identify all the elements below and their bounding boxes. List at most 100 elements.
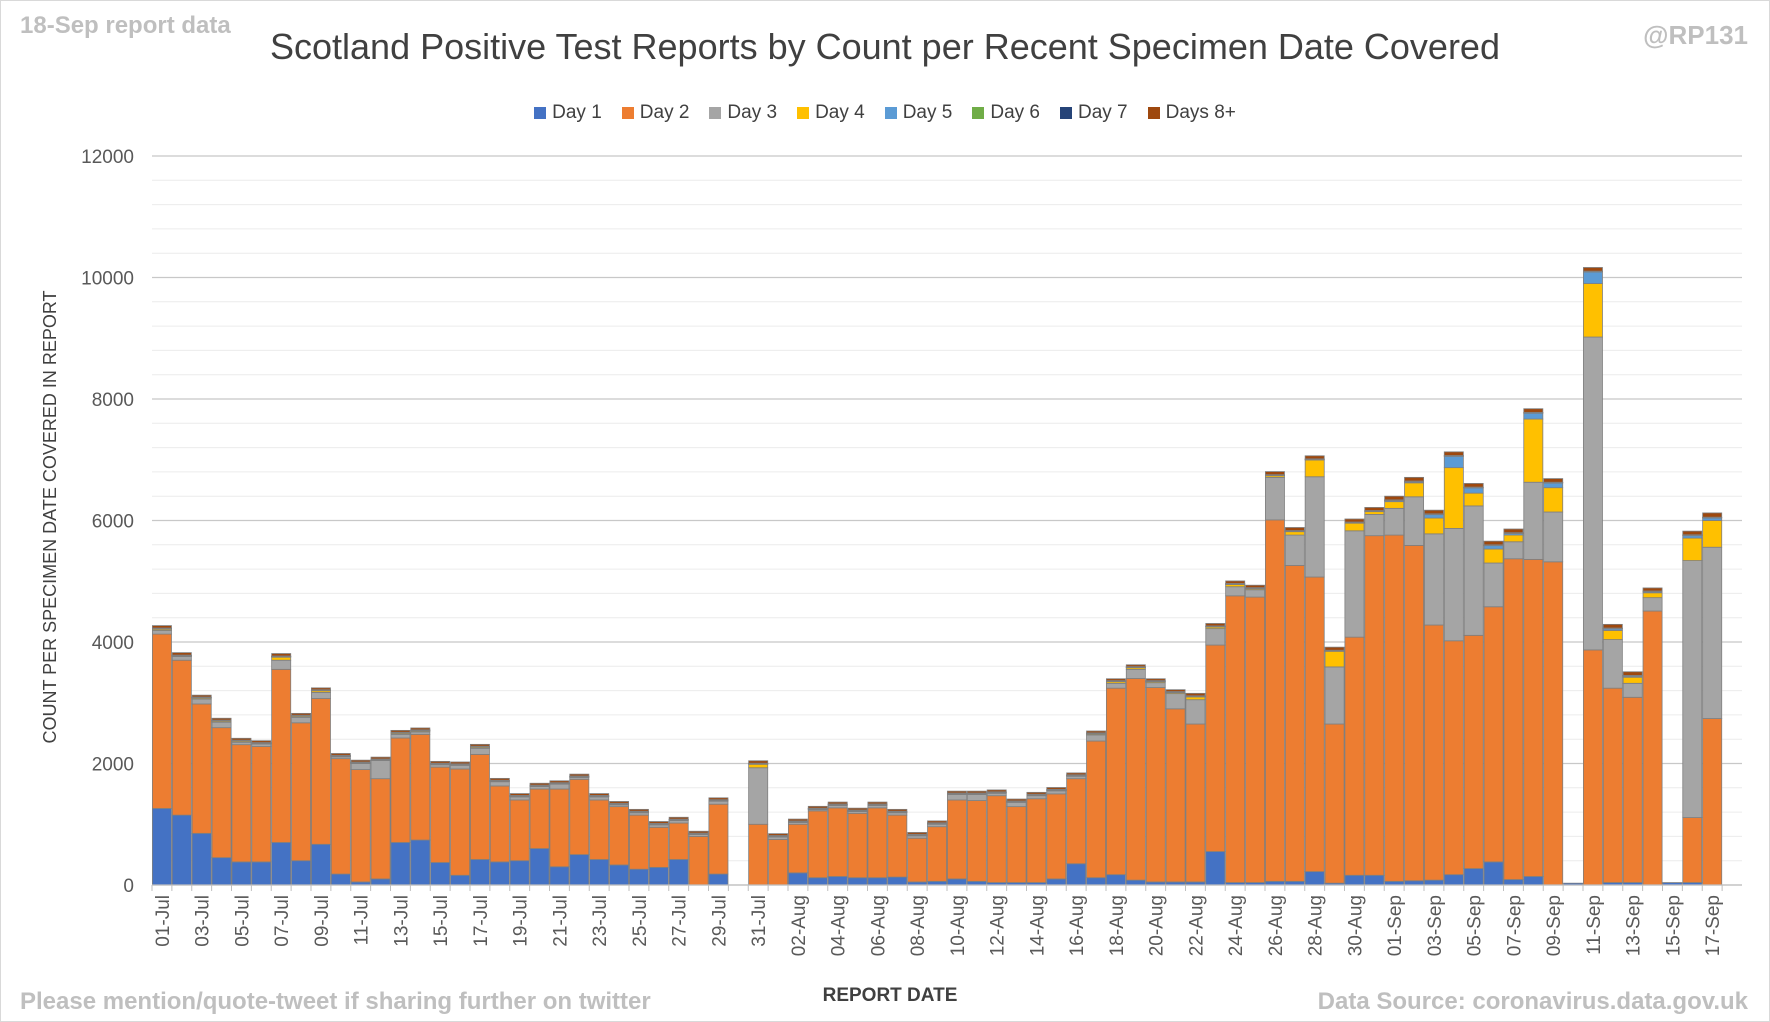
bar-segment — [231, 737, 252, 741]
bar-stack — [887, 808, 908, 886]
legend-item: Days 8+ — [1147, 102, 1236, 124]
bar-stack — [1384, 495, 1405, 886]
bar-stack — [1284, 527, 1305, 886]
bar-segment — [1582, 336, 1603, 651]
bar-segment — [1503, 528, 1524, 534]
x-axis-title: REPORT DATE — [823, 985, 958, 1006]
legend-swatch — [621, 107, 634, 119]
bar-segment — [1066, 772, 1087, 776]
bar-segment — [549, 788, 570, 868]
bar-segment — [847, 812, 868, 879]
bar-segment — [1105, 682, 1126, 689]
bar-segment — [1205, 644, 1226, 852]
bar-segment — [946, 878, 967, 886]
x-tick-label: 18-Aug — [1107, 895, 1128, 956]
bar-stack — [1642, 587, 1663, 886]
bar-segment — [469, 859, 490, 886]
bar-segment — [271, 656, 292, 661]
bar-segment — [688, 836, 709, 886]
bar-segment — [1404, 496, 1425, 546]
chart-legend: Day 1 Day 2 Day 3 Day 4 Day 5 Day 6 Day 7 Days … — [0, 102, 1770, 124]
x-tick-label: 03-Sep — [1425, 895, 1446, 956]
bar-segment — [1384, 495, 1405, 501]
bar-segment — [450, 768, 471, 876]
bar-segment — [648, 826, 669, 868]
bar-segment — [768, 833, 789, 836]
bar-segment — [1443, 467, 1464, 529]
y-tick-label: 8000 — [92, 390, 134, 411]
bar-segment — [1225, 580, 1246, 584]
bar-segment — [1105, 687, 1126, 876]
x-tick-label: 01-Sep — [1385, 895, 1406, 956]
bar-segment — [1483, 606, 1504, 863]
bar-segment — [907, 832, 928, 835]
bar-segment — [887, 808, 908, 812]
bar-stack — [1702, 512, 1723, 886]
bar-segment — [1423, 533, 1444, 626]
bar-segment — [390, 842, 411, 886]
bar-segment — [1404, 545, 1425, 882]
bar-segment — [1602, 623, 1623, 629]
bar-segment — [171, 652, 192, 656]
bar-segment — [251, 746, 272, 863]
bar-segment — [310, 687, 331, 691]
bar-segment — [1622, 682, 1643, 698]
bar-segment — [1304, 871, 1325, 886]
bar-segment — [1264, 476, 1285, 521]
legend-label: Day 4 — [815, 102, 865, 123]
bar-segment — [1602, 687, 1623, 883]
bar-segment — [1463, 634, 1484, 869]
bar-segment — [469, 747, 490, 755]
bar-stacks — [151, 267, 1723, 886]
bar-segment — [350, 759, 371, 763]
legend-swatch — [1059, 107, 1072, 119]
bar-segment — [1642, 587, 1663, 592]
bar-stack — [668, 816, 689, 886]
bar-segment — [1006, 798, 1027, 802]
bar-stack — [350, 759, 371, 886]
bar-segment — [1682, 560, 1703, 818]
bar-segment — [430, 766, 451, 863]
bar-segment — [1622, 671, 1643, 676]
bar-segment — [748, 767, 769, 825]
bar-segment — [1205, 623, 1226, 627]
bar-segment — [291, 722, 312, 862]
bar-segment — [1304, 576, 1325, 873]
bar-segment — [489, 777, 510, 781]
bar-segment — [1602, 630, 1623, 640]
bar-segment — [1582, 283, 1603, 338]
bar-segment — [211, 857, 232, 886]
bar-segment — [648, 866, 669, 886]
bar-segment — [410, 839, 431, 886]
bar-segment — [1145, 678, 1166, 681]
bar-segment — [489, 785, 510, 863]
bar-stack — [628, 808, 649, 886]
x-tick-label: 14-Aug — [1027, 895, 1048, 956]
bar-stack — [768, 833, 789, 886]
x-tick-label: 12-Aug — [988, 895, 1009, 956]
bar-segment — [350, 763, 371, 770]
legend-item: Day 3 — [709, 102, 777, 124]
x-tick-label: 27-Jul — [670, 895, 691, 947]
bar-stack — [986, 789, 1007, 886]
bar-segment — [1642, 597, 1663, 612]
bar-stack — [271, 653, 292, 886]
bar-stack — [1443, 451, 1464, 886]
bar-stack — [509, 793, 530, 886]
bar-segment — [310, 843, 331, 886]
x-tick-label: 17-Jul — [471, 895, 492, 947]
bar-segment — [1702, 520, 1723, 548]
bar-segment — [271, 842, 292, 886]
bar-segment — [291, 712, 312, 716]
legend-item: Day 4 — [797, 102, 865, 124]
bar-segment — [390, 729, 411, 733]
x-tick-label: 11-Jul — [352, 895, 373, 945]
bar-segment — [1443, 640, 1464, 876]
bar-segment — [1463, 487, 1484, 494]
bar-segment — [807, 877, 828, 886]
bar-segment — [529, 848, 550, 886]
bar-segment — [291, 716, 312, 724]
legend-swatch — [1147, 107, 1160, 119]
legend-item: Day 1 — [534, 102, 602, 124]
